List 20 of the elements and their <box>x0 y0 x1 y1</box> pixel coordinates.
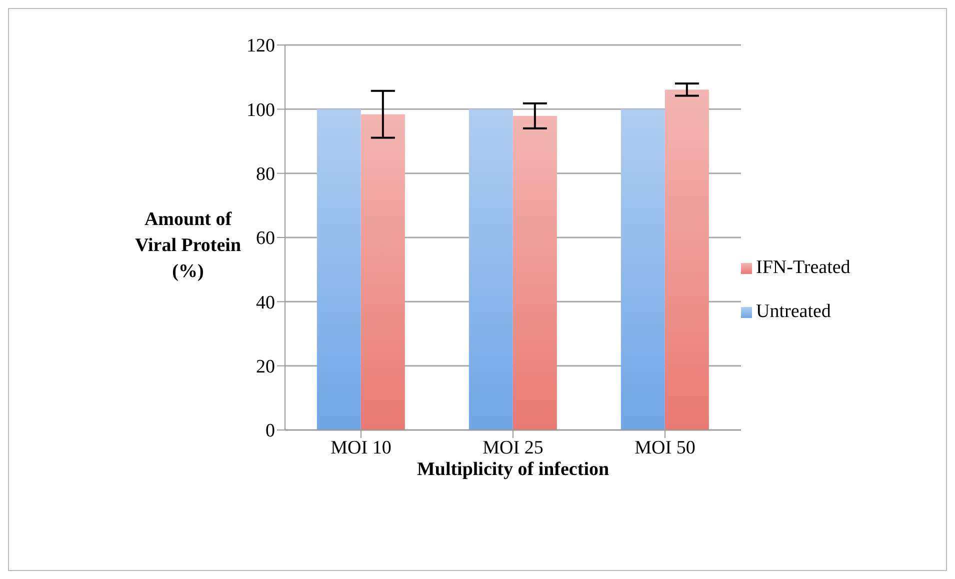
legend-label: IFN-Treated <box>756 256 850 278</box>
y-tick-label: 0 <box>266 420 275 442</box>
y-tick-label: 100 <box>246 100 275 121</box>
x-tick-label: MOI 10 <box>330 437 392 458</box>
y-tick-label: 20 <box>256 356 275 378</box>
y-tick-label: 40 <box>256 292 275 314</box>
y-axis-title: Amount of Viral Protein (%) <box>134 208 242 284</box>
x-tick-label: MOI 25 <box>482 437 544 458</box>
x-tick-label: MOI 50 <box>634 437 696 458</box>
y-tick-label: 80 <box>256 164 275 186</box>
bar <box>360 114 405 430</box>
legend-label: Untreated <box>756 300 831 322</box>
bar <box>512 116 557 430</box>
bar <box>620 109 665 430</box>
y-tick-label: 120 <box>246 36 275 57</box>
bar <box>316 109 361 430</box>
y-tick-label: 60 <box>256 228 275 250</box>
bar <box>664 90 709 430</box>
x-axis-title: Multiplicity of infection <box>416 459 610 480</box>
bar <box>468 109 513 430</box>
